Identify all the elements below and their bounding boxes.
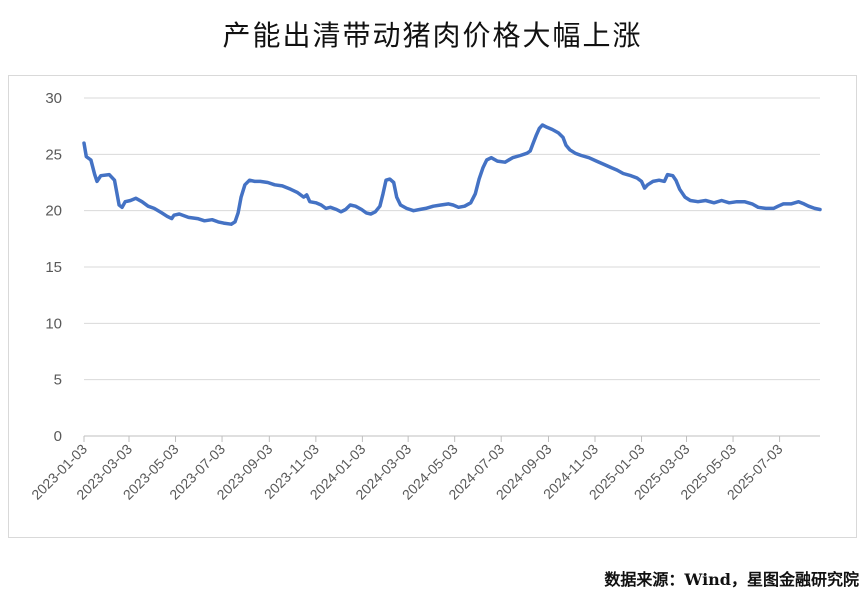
chart-frame — [8, 75, 857, 538]
chart-title: 产能出清带动猪肉价格大幅上涨 — [222, 19, 643, 52]
y-tick-label: 0 — [54, 428, 62, 445]
y-axis: 0 5 10 15 20 25 30 — [45, 90, 62, 445]
source-note: 数据来源：Wind，星图金融研究院 — [604, 570, 859, 589]
y-tick-label: 25 — [45, 146, 62, 163]
y-tick-label: 15 — [45, 259, 62, 276]
y-tick-label: 5 — [54, 372, 62, 389]
series-line-0 — [82, 123, 822, 226]
x-axis: 2023-01-032023-03-032023-05-032023-07-03… — [28, 435, 820, 503]
y-tick-label: 30 — [45, 90, 62, 107]
y-tick-label: 20 — [45, 203, 62, 220]
y-tick-label: 10 — [45, 315, 62, 332]
gridlines — [84, 97, 820, 381]
series-layer — [82, 123, 822, 226]
